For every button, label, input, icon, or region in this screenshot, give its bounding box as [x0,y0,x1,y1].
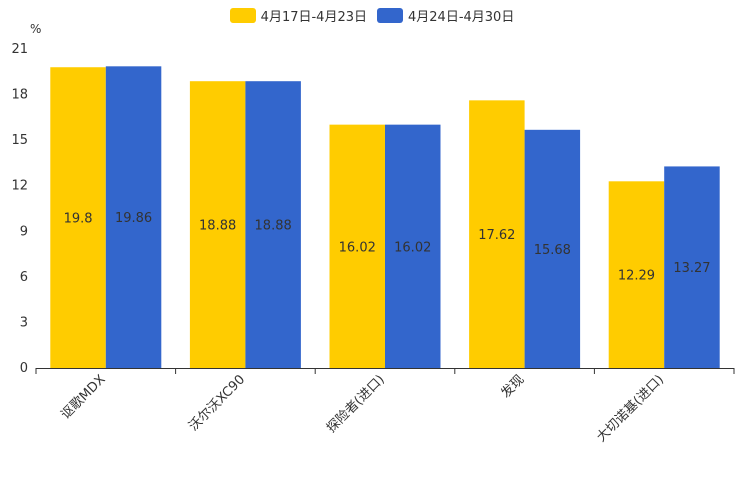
data-label-series-2-3: 16.02 [394,240,431,255]
bar-series-2-3[interactable] [385,124,441,368]
data-label-series-1-5: 12.29 [618,269,655,284]
data-label-series-1-3: 16.02 [339,240,376,255]
legend: 4月17日-4月23日 4月24日-4月30日 [0,6,744,25]
bar-series-2-1[interactable] [105,66,162,369]
data-label-series-2-5: 13.27 [673,261,710,276]
x-tick-label: 发现 [498,372,528,402]
data-label-series-2-4: 15.68 [534,243,571,258]
bars [50,66,720,369]
legend-swatch-series-2 [377,8,403,23]
data-labels: 19.8 19.86 18.88 18.88 16.02 16.02 17.62 15.68 1… [64,211,711,283]
data-label-series-2-1: 19.86 [115,211,152,226]
x-tick-label: 沃尔沃XC90 [186,372,248,434]
bar-series-2-4[interactable] [524,129,581,368]
legend-label-series-2: 4月24日-4月30日 [408,10,515,25]
bar-series-1-4[interactable] [469,100,525,368]
y-axis-ticks: 0 3 6 9 12 15 18 21 [11,42,28,376]
data-label-series-2-2: 18.88 [255,219,292,234]
y-tick-label: 3 [20,315,28,330]
bar-series-2-2[interactable] [245,81,301,369]
data-label-series-1-2: 18.88 [199,219,236,234]
data-label-series-1-4: 17.62 [478,228,515,243]
y-tick-label: 0 [20,361,28,376]
bar-series-1-2[interactable] [189,81,246,369]
legend-item-series-2[interactable]: 4月24日-4月30日 [377,6,514,25]
x-axis: 讴歌MDX 沃尔沃XC90 探险者(进口) 发现 大切诺基(进口) [35,368,735,445]
y-tick-label: 18 [11,88,28,103]
legend-label-series-1: 4月17日-4月23日 [260,10,367,25]
x-tick-label: 大切诺基(进口) [594,372,667,445]
legend-swatch-series-1 [229,8,256,23]
bar-series-1-1[interactable] [50,67,106,368]
bar-series-1-5[interactable] [608,181,665,368]
y-tick-label: 12 [11,179,28,194]
y-tick-label: 21 [11,42,28,57]
x-tick-label: 探险者(进口) [324,372,388,436]
y-tick-label: 15 [11,133,28,148]
y-axis-unit-label: % [30,22,41,36]
bar-series-2-5[interactable] [664,166,720,368]
y-tick-label: 6 [20,270,28,285]
data-label-series-1-1: 19.8 [64,212,93,227]
legend-item-series-1[interactable]: 4月17日-4月23日 [229,6,367,25]
x-tick-label: 讴歌MDX [58,372,108,422]
y-tick-label: 9 [20,224,28,239]
bar-series-1-3[interactable] [329,124,386,368]
